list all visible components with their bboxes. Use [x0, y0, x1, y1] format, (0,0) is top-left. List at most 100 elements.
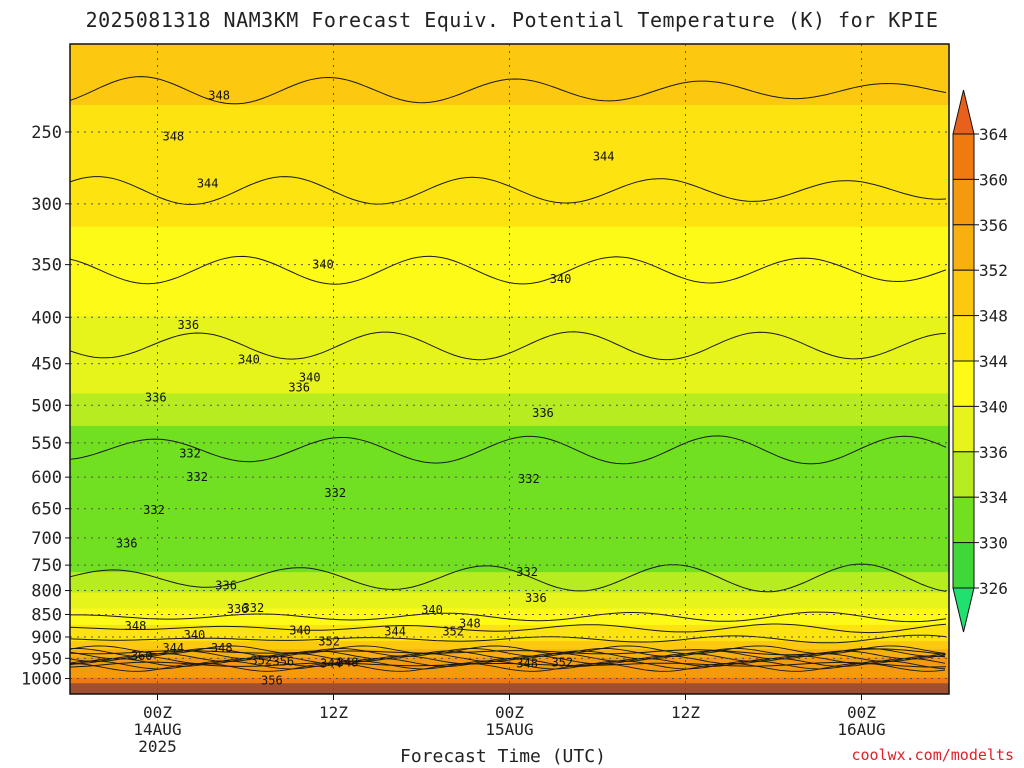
contour-label: 340	[238, 352, 260, 366]
theta-band	[70, 600, 949, 606]
y-tick-label: 850	[31, 605, 62, 625]
site-credit[interactable]: coolwx.com/modelts	[851, 746, 1014, 764]
theta-band	[70, 291, 949, 297]
contour-label: 348	[516, 657, 538, 671]
theta-band	[70, 523, 949, 529]
colorbar-label: 336	[979, 443, 1008, 462]
contour-label: 344	[197, 177, 219, 191]
contour-line	[70, 634, 947, 644]
contour-line	[70, 623, 947, 634]
contour-label: 344	[384, 625, 406, 639]
theta-band	[70, 429, 949, 435]
theta-band	[70, 564, 949, 569]
colorbar-segment	[952, 360, 975, 407]
theta-band	[70, 446, 949, 451]
theta-band	[70, 234, 949, 240]
theta-band	[70, 324, 949, 329]
colorbar-segment	[952, 224, 975, 271]
contour-labels: 3483483443443403403363403403363363363323…	[116, 89, 615, 688]
contour-label: 356	[272, 655, 294, 669]
y-tick-label: 950	[31, 649, 62, 669]
theta-band	[70, 409, 949, 415]
theta-band	[70, 165, 949, 171]
colorbar: 364 360 356 352 348 344 340 336 334 330 326	[952, 89, 1008, 633]
theta-band	[70, 624, 949, 630]
theta-band	[70, 243, 949, 248]
theta-band	[70, 340, 949, 346]
theta-band	[70, 178, 949, 183]
theta-band	[70, 96, 949, 102]
theta-band	[70, 417, 949, 423]
contour-label: 344	[162, 641, 184, 655]
theta-band	[70, 612, 949, 618]
colorbar-label: 326	[979, 579, 1008, 598]
contour-label: 336	[215, 579, 237, 593]
contour-label: 348	[125, 619, 147, 633]
theta-band	[70, 478, 949, 484]
theta-band	[70, 222, 949, 228]
colorbar-label: 344	[979, 352, 1008, 371]
colorbar-label: 330	[979, 534, 1008, 553]
theta-band	[70, 486, 949, 492]
y-tick-labels: 250 300 350 400 450 500 550 600 650 700 750 800 850 9…	[21, 123, 70, 690]
colorbar-segment	[952, 133, 975, 180]
theta-band	[70, 373, 949, 378]
theta-band	[70, 381, 949, 386]
theta-band	[70, 332, 949, 338]
theta-band	[70, 438, 949, 443]
theta-band	[70, 60, 949, 65]
x-axis-label: Forecast Time (UTC)	[400, 746, 606, 767]
theta-band	[70, 68, 949, 74]
theta-band	[70, 186, 949, 191]
y-tick-label: 250	[31, 123, 62, 143]
theta-band	[70, 279, 949, 285]
x-tick-label: 12Z	[319, 703, 348, 722]
y-tick-label: 700	[31, 529, 62, 549]
theta-band	[70, 194, 949, 199]
x-tick-label: 15AUG	[485, 720, 533, 739]
theta-band	[70, 129, 949, 134]
contour-label: 340	[184, 628, 206, 642]
theta-band	[70, 320, 949, 325]
contour-label: 340	[312, 258, 334, 272]
theta-band	[70, 633, 949, 638]
contour-label: 352	[250, 653, 272, 667]
theta-band	[70, 377, 949, 382]
contour-line	[70, 645, 946, 655]
contour-label: 352	[318, 634, 340, 648]
colorbar-segment	[952, 405, 975, 453]
theta-band	[70, 527, 949, 533]
theta-band	[70, 503, 949, 508]
contour-line	[70, 435, 947, 465]
theta-band	[70, 653, 949, 659]
contour-label: 352	[442, 625, 464, 639]
contour-line	[70, 660, 946, 670]
theta-band	[70, 352, 949, 358]
x-tick-label: 14AUG	[133, 720, 181, 739]
theta-band	[70, 673, 949, 679]
colorbar-label: 360	[979, 170, 1008, 189]
theta-band	[70, 312, 949, 317]
theta-band	[70, 251, 949, 256]
contour-label: 352	[551, 655, 573, 669]
chart-title: 2025081318 NAM3KM Forecast Equiv. Potent…	[85, 8, 939, 32]
contour-label: 336	[116, 537, 138, 551]
contour-label: 340	[289, 623, 311, 637]
theta-band	[70, 295, 949, 301]
contour-line	[70, 176, 947, 206]
contour-label: 336	[532, 406, 554, 420]
theta-band	[70, 389, 949, 394]
theta-band	[70, 360, 949, 366]
colorbar-segment	[952, 496, 975, 544]
theta-band	[70, 649, 949, 654]
theta-band	[70, 494, 949, 500]
theta-band	[70, 555, 949, 561]
contour-line	[70, 76, 947, 105]
contour-label: 336	[177, 318, 199, 332]
theta-band	[70, 174, 949, 179]
contour-label: 348	[337, 655, 359, 669]
colorbar-label: 364	[979, 125, 1008, 144]
theta-band	[70, 507, 949, 512]
theta-band	[70, 218, 949, 224]
